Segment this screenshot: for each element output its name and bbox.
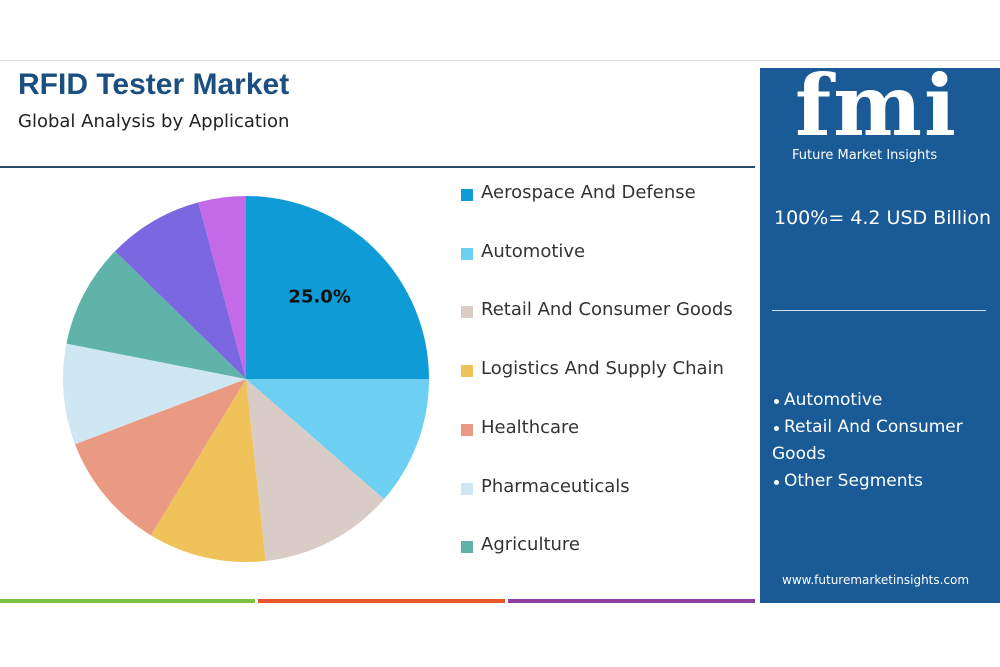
pie-slice — [114, 202, 246, 379]
header-rule — [0, 166, 755, 168]
legend-label: Automotive — [481, 240, 586, 262]
pie-slice — [198, 196, 246, 379]
bullet-dot — [774, 480, 779, 485]
pie-slice — [246, 379, 429, 500]
pie-chart: 25.0% — [62, 196, 429, 562]
pie-slice — [246, 379, 385, 561]
pie-slice — [75, 379, 246, 536]
logo: fmi — [795, 56, 958, 155]
panel-rule — [772, 310, 986, 311]
logo-caption: Future Market Insights — [792, 148, 938, 163]
legend-swatch — [461, 423, 473, 436]
legend-swatch — [461, 306, 473, 319]
legend-label: Healthcare — [481, 416, 580, 438]
market-total: 100%= 4.2 USD Billion — [774, 207, 991, 229]
bullet-dot — [774, 399, 779, 404]
legend-swatch — [461, 247, 473, 260]
bullet-dot — [774, 426, 779, 431]
legend-label: Aerospace And Defense — [481, 182, 696, 203]
pie-slice — [62, 343, 246, 445]
legend-label: Retail And Consumer Goods — [481, 299, 733, 321]
pie-slice — [246, 196, 429, 379]
website: www.futuremarketinsights.com — [782, 573, 970, 587]
pie-slice — [66, 251, 246, 379]
accent-bar — [258, 599, 505, 603]
legend-label: Agriculture — [481, 534, 580, 556]
accent-bar — [508, 599, 755, 603]
legend-label: Pharmaceuticals — [481, 475, 630, 497]
pie-slice — [150, 379, 266, 562]
chart-subtitle: Global Analysis by Application — [18, 111, 290, 132]
accent-bar — [0, 599, 255, 603]
chart-title: RFID Tester Market — [18, 68, 290, 101]
data-label: 25.0% — [288, 287, 350, 308]
legend-swatch — [461, 541, 473, 554]
info-panel: fmi Future Market Insights 100%= 4.2 USD… — [760, 56, 1000, 603]
legend-swatch — [461, 365, 473, 378]
legend-swatch — [461, 482, 473, 495]
legend-swatch — [461, 189, 473, 201]
bullet-item: Automotive — [784, 390, 883, 410]
top-rule — [0, 60, 1000, 61]
bullet-item: Retail And Consumer Goods — [772, 417, 963, 464]
bullet-item: Other Segments — [784, 471, 924, 491]
legend-label: Logistics And Supply Chain — [481, 358, 724, 380]
